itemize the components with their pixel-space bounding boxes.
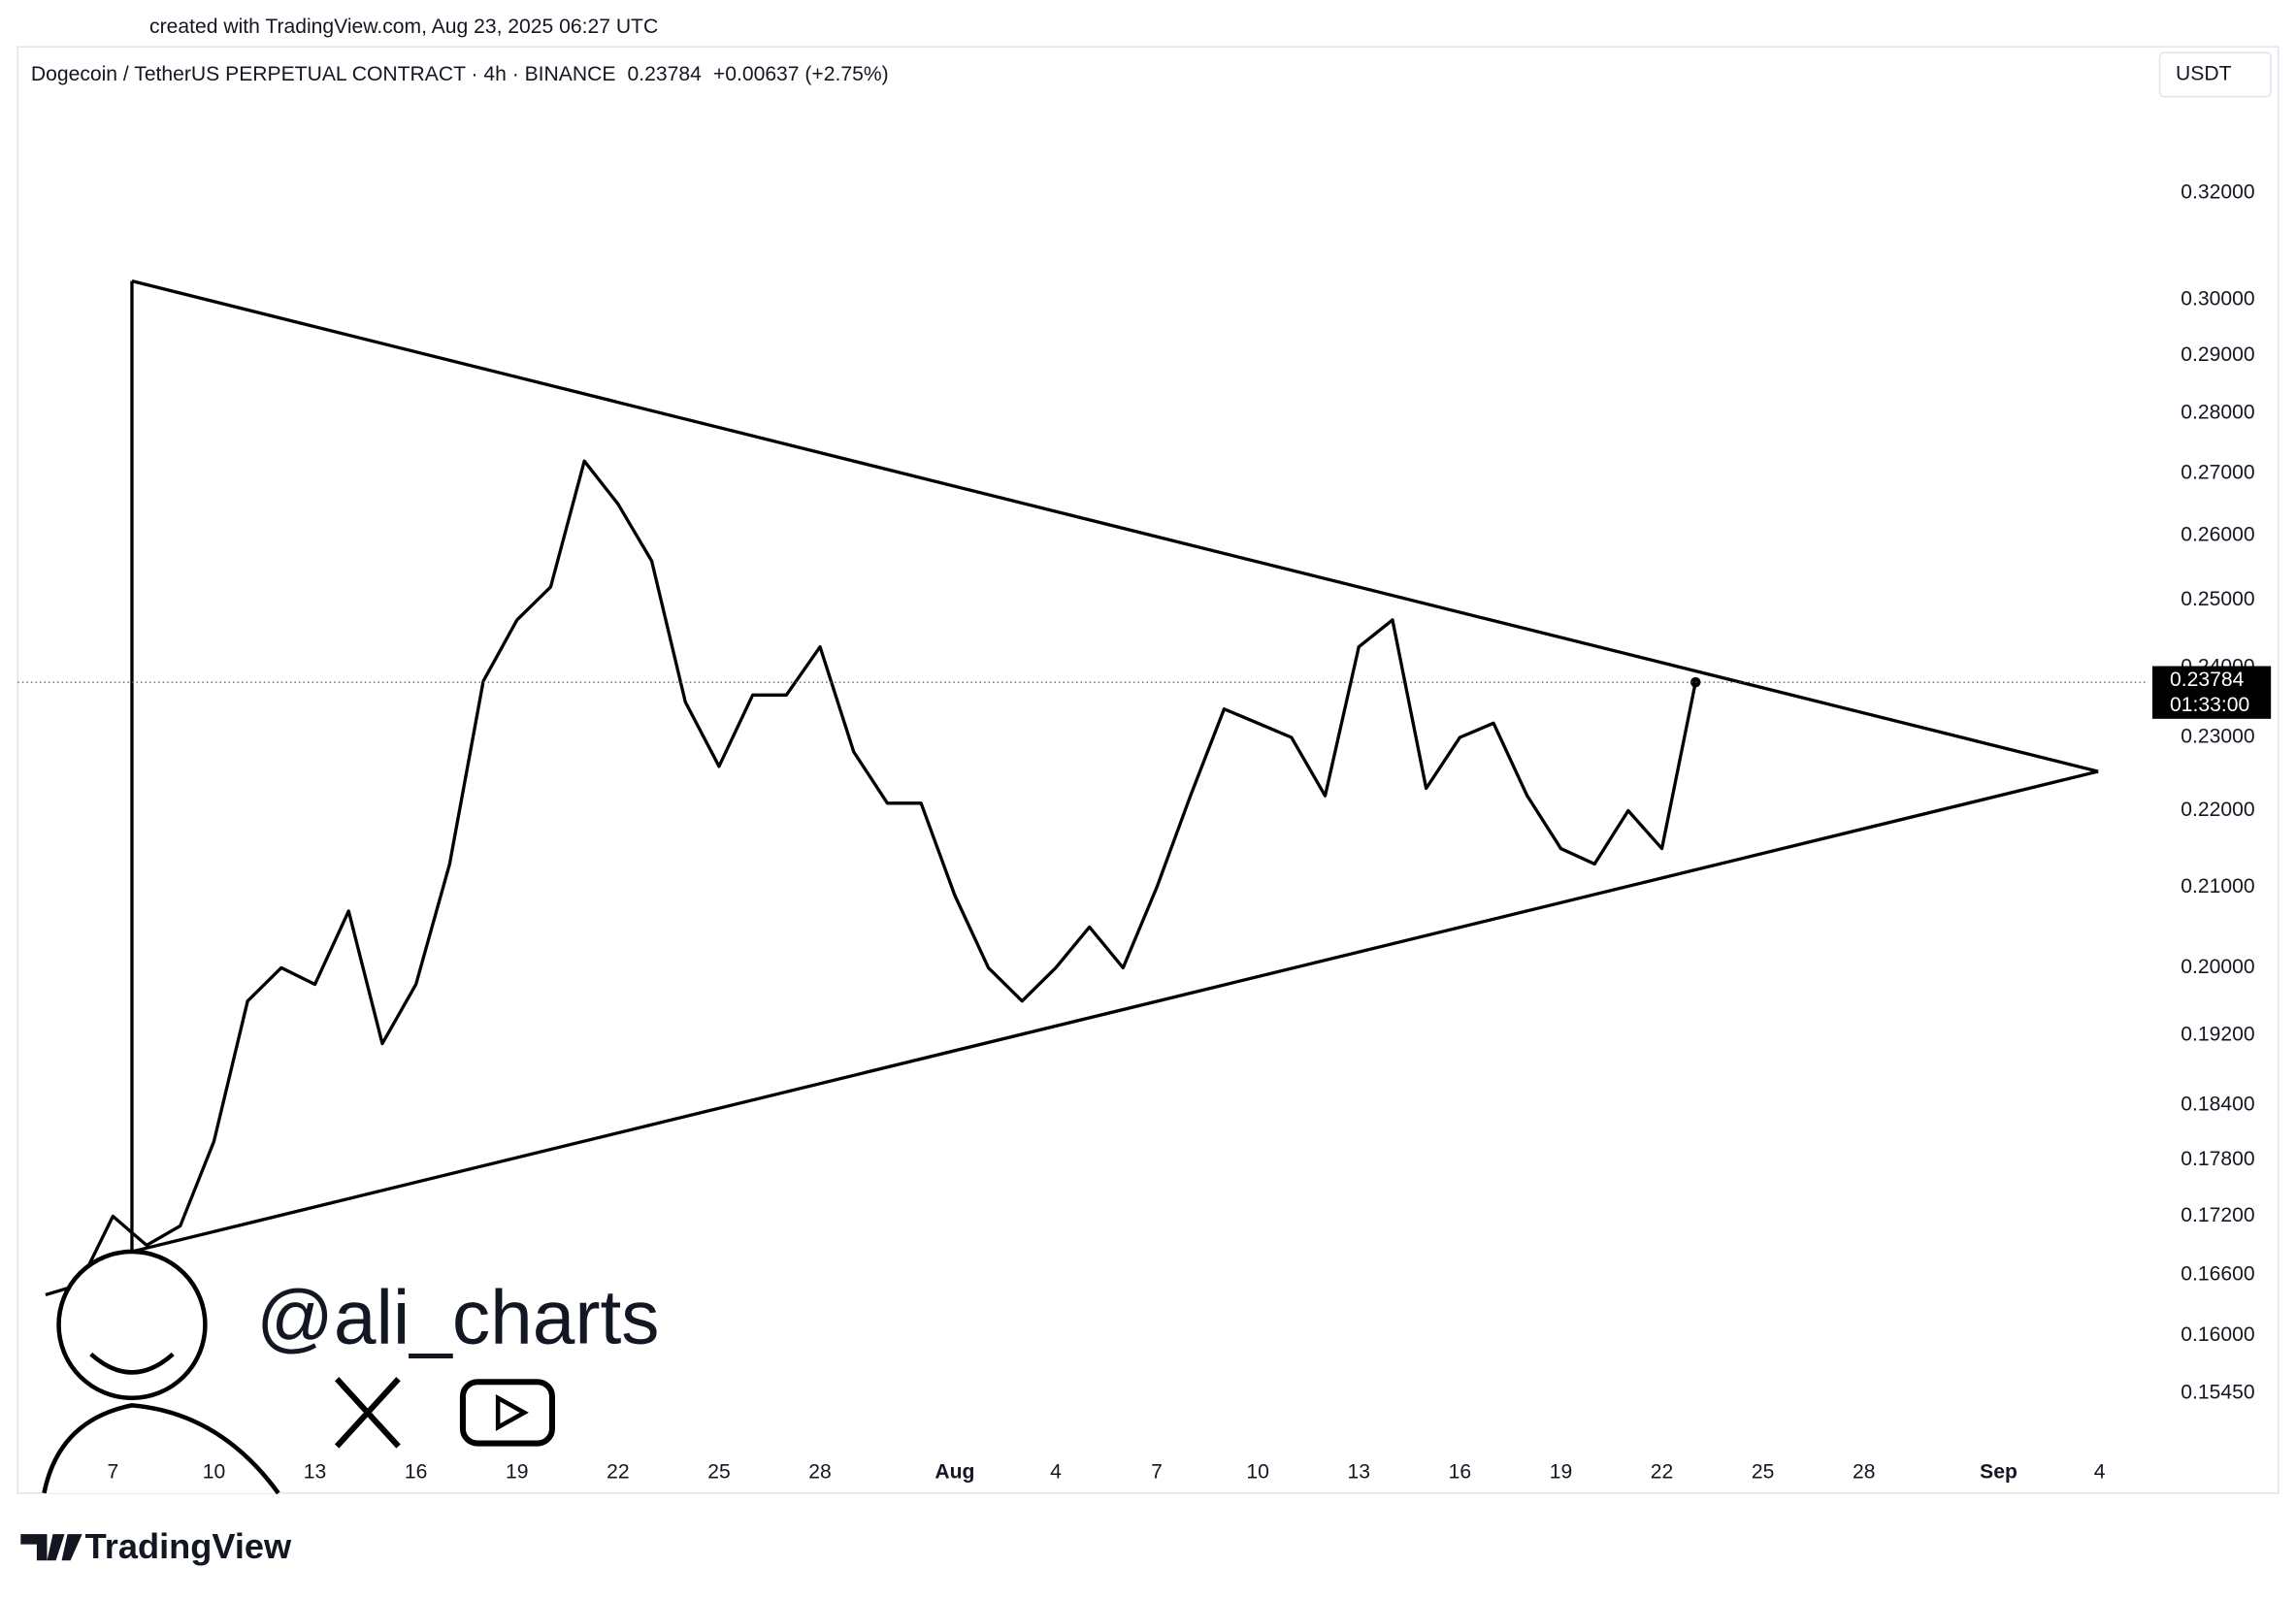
x-tick-label: 13 (304, 1460, 326, 1483)
x-tick-label: 22 (1651, 1460, 1673, 1483)
plot-area (45, 459, 1701, 1297)
x-tick-label: 10 (1246, 1460, 1268, 1483)
brand-logo: TradingView (20, 1526, 292, 1566)
y-tick-label: 0.27000 (2181, 461, 2254, 483)
x-tick-label: 19 (506, 1460, 528, 1483)
x-tick-label: 16 (405, 1460, 427, 1483)
x-tick-label: Aug (935, 1460, 974, 1483)
x-tick-label: 7 (107, 1460, 118, 1483)
currency[interactable]: USDT (2176, 63, 2232, 85)
price-line (45, 459, 1697, 1297)
y-tick-label: 0.32000 (2181, 181, 2254, 204)
credit: created with TradingView.com, Aug 23, 20… (149, 16, 658, 38)
y-tick-label: 0.19200 (2181, 1023, 2254, 1045)
y-tick-label: 0.29000 (2181, 343, 2254, 366)
chart-frame (16, 46, 2280, 1494)
avatar-body (42, 1403, 280, 1495)
trendline (131, 769, 2099, 1254)
x-tick-label: 4 (2094, 1460, 2106, 1483)
y-tick-label: 0.16000 (2181, 1323, 2254, 1346)
x-tick-label: 28 (808, 1460, 831, 1483)
currency-box[interactable] (2158, 51, 2272, 98)
youtube-icon[interactable] (459, 1379, 555, 1447)
y-tick-label: 0.17200 (2181, 1204, 2254, 1226)
x-tick-label: 16 (1449, 1460, 1471, 1483)
x-tick-label: 13 (1348, 1460, 1370, 1483)
x-tick-label: 7 (1151, 1460, 1163, 1483)
x-icon[interactable] (334, 1377, 401, 1449)
x-tick-label: 25 (707, 1460, 730, 1483)
brand: TradingView (85, 1526, 292, 1566)
watermark: @ali_charts (42, 1249, 660, 1495)
x-tick-label: 4 (1050, 1460, 1062, 1483)
y-tick-label: 0.16600 (2181, 1262, 2254, 1285)
y-tick-label: 0.28000 (2181, 402, 2254, 424)
avatar-smile (89, 1352, 175, 1375)
x-tick-label: 28 (1853, 1460, 1875, 1483)
price-label: 0.23784 (2170, 669, 2245, 691)
y-tick-label: 0.26000 (2181, 523, 2254, 545)
youtube-play (495, 1393, 529, 1431)
trendline (131, 279, 2099, 773)
logo-mark (20, 1534, 82, 1561)
price-change: +0.00637 (+2.75%) (713, 63, 889, 85)
avatar (56, 1249, 208, 1401)
y-tick-label: 0.21000 (2181, 875, 2254, 898)
handle: @ali_charts (256, 1275, 659, 1360)
last-price: 0.23784 (628, 63, 703, 85)
countdown: 01:33:00 (2170, 694, 2249, 716)
y-tick-label: 0.20000 (2181, 956, 2254, 978)
y-tick-label: 0.23000 (2181, 726, 2254, 748)
x-tick-label: Sep (1980, 1460, 2017, 1483)
y-tick-label: 0.18400 (2181, 1094, 2254, 1116)
price-label-box (2151, 666, 2272, 719)
triangle-pattern (130, 279, 2099, 1254)
y-tick-label: 0.30000 (2181, 287, 2254, 310)
y-tick-label: 0.22000 (2181, 799, 2254, 821)
x-tick-label: 10 (203, 1460, 225, 1483)
y-tick-label: 0.25000 (2181, 588, 2254, 610)
x-tick-label: 22 (607, 1460, 629, 1483)
x-tick-label: 25 (1752, 1460, 1774, 1483)
chart-title: Dogecoin / TetherUS PERPETUAL CONTRACT ·… (31, 63, 889, 85)
y-tick-label: 0.15450 (2181, 1381, 2254, 1403)
x-tick-label: 19 (1550, 1460, 1572, 1483)
symbol: Dogecoin / TetherUS PERPETUAL CONTRACT ·… (31, 63, 616, 85)
y-tick-label: 0.17800 (2181, 1148, 2254, 1170)
